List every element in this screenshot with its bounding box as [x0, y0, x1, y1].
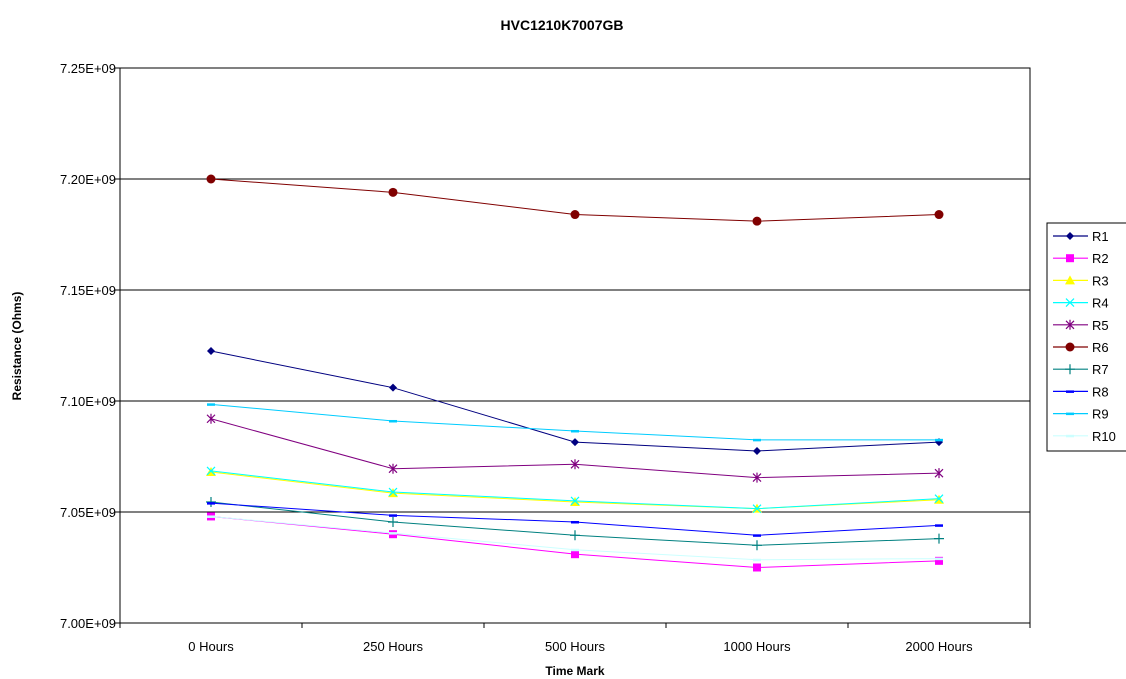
- data-point-r6: [206, 174, 216, 184]
- data-point-r5: [752, 472, 762, 483]
- series-group: [206, 174, 944, 572]
- data-point-r7: [388, 516, 398, 527]
- data-point-r5: [206, 413, 216, 424]
- legend-marker-r8: [1066, 390, 1074, 393]
- legend-label-r5: R5: [1092, 318, 1109, 333]
- data-point-r6: [752, 216, 762, 226]
- legend-marker-r2: [1066, 254, 1074, 263]
- y-tick-label: 7.15E+09: [60, 283, 116, 298]
- y-axis-label: Resistance (Ohms): [10, 292, 24, 401]
- x-tick-label: 250 Hours: [363, 639, 423, 654]
- series-r8: [207, 502, 943, 537]
- legend-label-r10: R10: [1092, 429, 1116, 444]
- y-axis-ticks: 7.00E+09 7.05E+09 7.10E+09 7.15E+09 7.20E+09…: [60, 61, 120, 631]
- y-tick-label: 7.10E+09: [60, 394, 116, 409]
- y-tick-label: 7.05E+09: [60, 505, 116, 520]
- legend-label-r1: R1: [1092, 229, 1109, 244]
- x-tick-label: 500 Hours: [545, 639, 605, 654]
- data-point-r7: [934, 533, 944, 544]
- data-point-r1: [571, 438, 579, 447]
- data-point-r8: [935, 524, 943, 527]
- x-tick-label: 0 Hours: [188, 639, 234, 654]
- data-point-r8: [753, 534, 761, 537]
- data-point-r6: [934, 210, 944, 220]
- data-point-r2: [753, 563, 761, 572]
- data-point-r6: [570, 210, 580, 220]
- data-point-r5: [570, 459, 580, 470]
- data-point-r10: [935, 557, 943, 561]
- plot-area: 7.00E+09 7.05E+09 7.10E+09 7.15E+09 7.20E+09…: [60, 61, 1031, 654]
- legend-label-r2: R2: [1092, 251, 1109, 266]
- series-r4: [206, 466, 944, 514]
- data-point-r4: [934, 494, 944, 504]
- data-point-r5: [388, 463, 398, 474]
- legend-label-r7: R7: [1092, 362, 1109, 377]
- data-point-r4: [388, 487, 398, 497]
- data-point-r9: [207, 403, 215, 406]
- legend-label-r8: R8: [1092, 384, 1109, 399]
- data-point-r9: [389, 419, 397, 423]
- data-point-r2: [571, 550, 579, 559]
- series-r7: [206, 497, 944, 551]
- data-point-r7: [570, 530, 580, 541]
- x-tick-label: 2000 Hours: [905, 639, 973, 654]
- data-point-r1: [753, 446, 761, 455]
- legend-marker-r6: [1065, 342, 1075, 352]
- legend-label-r9: R9: [1092, 407, 1109, 422]
- y-tick-label: 7.20E+09: [60, 172, 116, 187]
- y-tick-label: 7.00E+09: [60, 616, 116, 631]
- data-point-r4: [206, 466, 216, 476]
- legend: R1 R2 R3 R4 R5 R6 R7 R8 R9 R10: [1046, 222, 1126, 452]
- legend-marker-r1: [1066, 232, 1074, 240]
- data-point-r7: [206, 497, 216, 508]
- series-r5: [206, 413, 944, 483]
- legend-marker-r10: [1066, 434, 1074, 438]
- data-point-r9: [753, 438, 761, 442]
- data-point-r10: [571, 548, 579, 552]
- gridlines: [120, 178, 1030, 513]
- data-point-r10: [389, 532, 397, 535]
- legend-marker-r7: [1065, 364, 1075, 375]
- data-point-r6: [388, 187, 398, 197]
- x-tick-label: 1000 Hours: [723, 639, 791, 654]
- legend-box: [1046, 222, 1126, 452]
- series-r6: [206, 174, 944, 226]
- data-point-r9: [935, 438, 943, 442]
- data-point-r8: [571, 520, 579, 524]
- legend-label-r3: R3: [1092, 273, 1109, 288]
- data-point-r1: [207, 347, 215, 356]
- legend-marker-r9: [1066, 412, 1074, 416]
- data-point-r10: [753, 558, 761, 562]
- legend-marker-r3: [1065, 275, 1075, 285]
- legend-label-r4: R4: [1092, 296, 1109, 311]
- chart-title: HVC1210K7007GB: [501, 17, 624, 33]
- data-point-r2: [935, 556, 943, 565]
- y-tick-label: 7.25E+09: [60, 61, 116, 76]
- data-point-r7: [752, 540, 762, 551]
- series-r9: [207, 403, 943, 442]
- data-point-r8: [389, 514, 397, 517]
- series-r10: [207, 515, 943, 562]
- x-axis-ticks: 0 Hours 250 Hours 500 Hours 1000 Hours 2000 …: [119, 623, 1031, 654]
- data-point-r10: [207, 515, 215, 518]
- data-point-r8: [207, 502, 215, 505]
- x-axis-label: Time Mark: [545, 664, 604, 678]
- legend-label-r6: R6: [1092, 340, 1109, 355]
- legend-marker-r4: [1065, 298, 1075, 308]
- legend-marker-r5: [1065, 319, 1075, 330]
- data-point-r5: [934, 468, 944, 479]
- data-point-r4: [570, 496, 580, 506]
- data-point-r9: [571, 429, 579, 433]
- data-point-r1: [389, 383, 397, 392]
- data-point-r4: [752, 504, 762, 514]
